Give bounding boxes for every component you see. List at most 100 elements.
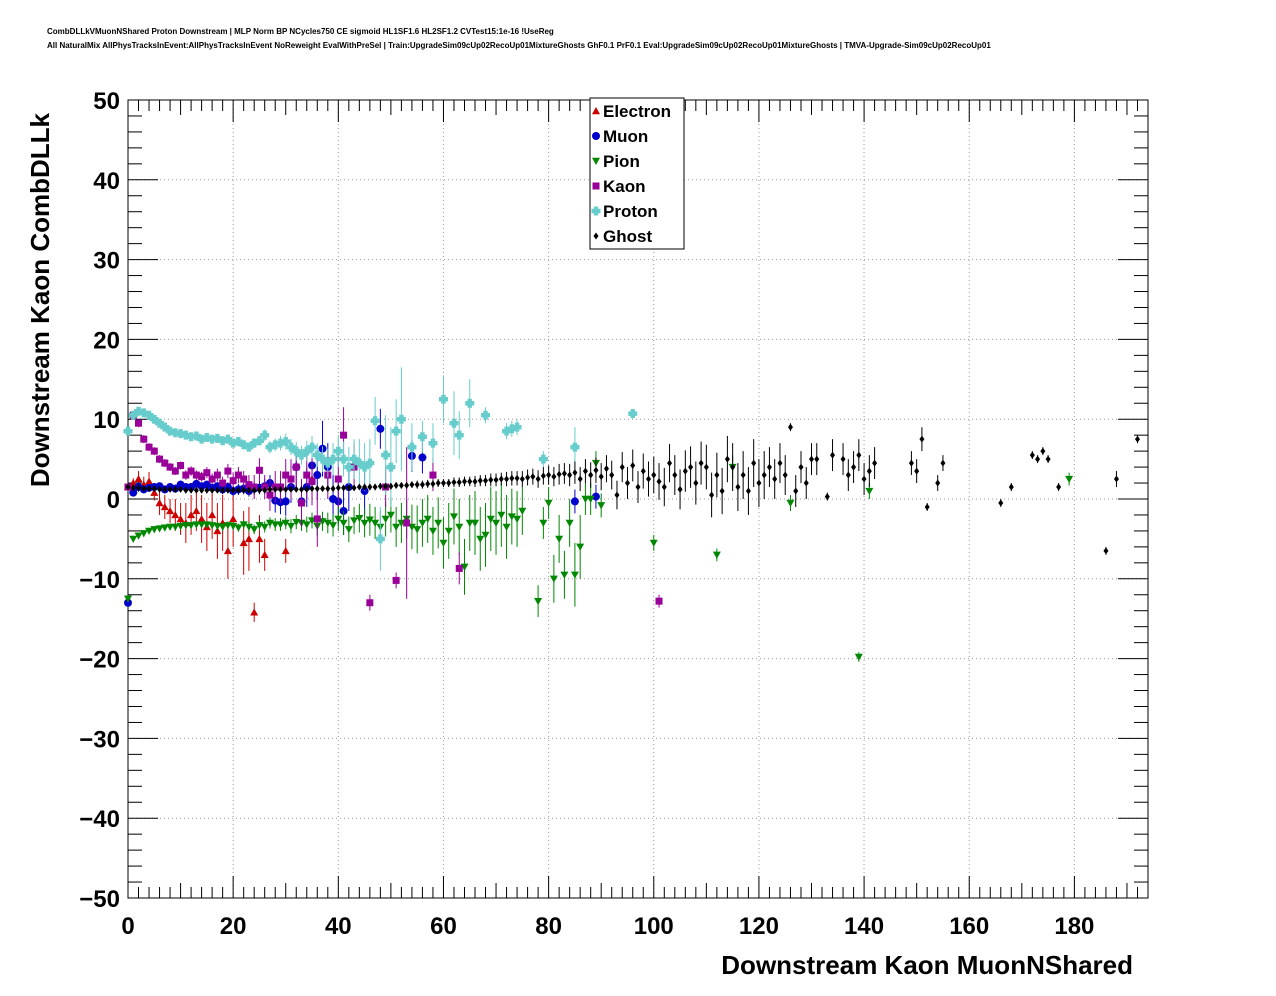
data-point bbox=[481, 410, 491, 420]
data-point bbox=[735, 483, 741, 491]
data-point bbox=[197, 434, 207, 444]
data-point bbox=[538, 454, 548, 464]
data-point bbox=[866, 467, 872, 475]
y-tick-label: −30 bbox=[79, 726, 120, 753]
data-point bbox=[619, 463, 625, 471]
data-point bbox=[455, 523, 464, 531]
data-point bbox=[161, 459, 169, 467]
data-point bbox=[171, 523, 180, 531]
data-point bbox=[199, 486, 205, 494]
data-point bbox=[234, 471, 242, 479]
data-point bbox=[456, 478, 462, 486]
data-point bbox=[293, 485, 299, 493]
data-point bbox=[582, 467, 588, 475]
data-point bbox=[172, 485, 178, 493]
data-point bbox=[556, 470, 562, 478]
data-point bbox=[166, 463, 174, 471]
data-point bbox=[751, 459, 757, 467]
data-point bbox=[667, 459, 673, 467]
data-point bbox=[998, 499, 1004, 507]
data-point bbox=[235, 486, 241, 494]
data-point bbox=[308, 477, 316, 485]
data-point bbox=[486, 515, 495, 523]
data-point bbox=[561, 469, 567, 477]
data-point bbox=[145, 527, 154, 535]
data-point bbox=[230, 486, 236, 494]
data-point bbox=[134, 406, 144, 416]
data-point bbox=[341, 484, 347, 492]
x-tick-label: 120 bbox=[739, 913, 779, 940]
data-point bbox=[476, 535, 485, 543]
x-tick-label: 20 bbox=[220, 913, 247, 940]
data-point bbox=[328, 454, 338, 464]
data-point bbox=[192, 521, 201, 529]
data-point bbox=[730, 463, 736, 471]
data-point bbox=[724, 455, 730, 463]
data-point bbox=[375, 534, 385, 544]
data-point bbox=[291, 446, 301, 456]
data-point bbox=[182, 471, 190, 479]
data-point bbox=[772, 475, 778, 483]
data-point bbox=[146, 485, 152, 493]
data-point bbox=[418, 519, 427, 527]
data-point bbox=[281, 497, 290, 506]
data-point bbox=[239, 440, 249, 450]
data-point bbox=[224, 467, 232, 475]
data-point bbox=[386, 462, 396, 472]
x-tick-label: 160 bbox=[949, 913, 989, 940]
data-point bbox=[381, 515, 390, 523]
data-point bbox=[272, 485, 278, 493]
data-point bbox=[1056, 483, 1062, 491]
data-point bbox=[370, 416, 380, 426]
data-point bbox=[497, 511, 506, 519]
data-point bbox=[271, 521, 280, 529]
data-point bbox=[249, 438, 259, 448]
data-point bbox=[155, 418, 165, 428]
data-point bbox=[339, 519, 348, 527]
data-point bbox=[1113, 475, 1119, 483]
data-point bbox=[454, 430, 464, 440]
data-point bbox=[276, 521, 285, 529]
data-point bbox=[239, 538, 248, 547]
data-point bbox=[170, 428, 180, 438]
data-point bbox=[693, 479, 699, 487]
data-point bbox=[560, 571, 569, 579]
data-point bbox=[362, 483, 368, 491]
data-point bbox=[188, 486, 194, 494]
data-point bbox=[429, 471, 437, 479]
data-point bbox=[446, 479, 452, 487]
data-point bbox=[465, 398, 475, 408]
data-point bbox=[355, 514, 364, 523]
legend-marker-muon bbox=[592, 132, 600, 140]
data-point bbox=[135, 419, 143, 427]
data-point bbox=[924, 503, 930, 511]
data-point bbox=[793, 487, 799, 495]
data-point bbox=[151, 485, 157, 493]
data-point bbox=[297, 450, 307, 460]
data-point bbox=[409, 481, 415, 489]
data-point bbox=[782, 471, 788, 479]
data-point bbox=[266, 491, 274, 499]
data-point bbox=[371, 519, 380, 527]
x-tick-label: 180 bbox=[1054, 913, 1094, 940]
data-point bbox=[367, 483, 373, 491]
data-point bbox=[513, 515, 522, 523]
data-point bbox=[277, 485, 283, 493]
data-point bbox=[177, 461, 185, 469]
data-point bbox=[483, 477, 489, 485]
legend-marker-electron bbox=[592, 107, 600, 115]
data-point bbox=[123, 426, 133, 436]
data-point bbox=[208, 475, 216, 483]
data-point bbox=[434, 519, 443, 527]
data-point bbox=[181, 430, 191, 440]
data-point bbox=[438, 394, 448, 404]
data-point bbox=[534, 597, 543, 606]
data-point bbox=[935, 479, 941, 487]
data-point bbox=[919, 435, 925, 443]
data-point bbox=[1040, 447, 1046, 455]
data-point bbox=[130, 484, 136, 492]
data-point bbox=[703, 463, 709, 471]
data-point bbox=[798, 463, 804, 471]
y-tick-label: 20 bbox=[93, 327, 120, 354]
data-point bbox=[208, 510, 217, 519]
